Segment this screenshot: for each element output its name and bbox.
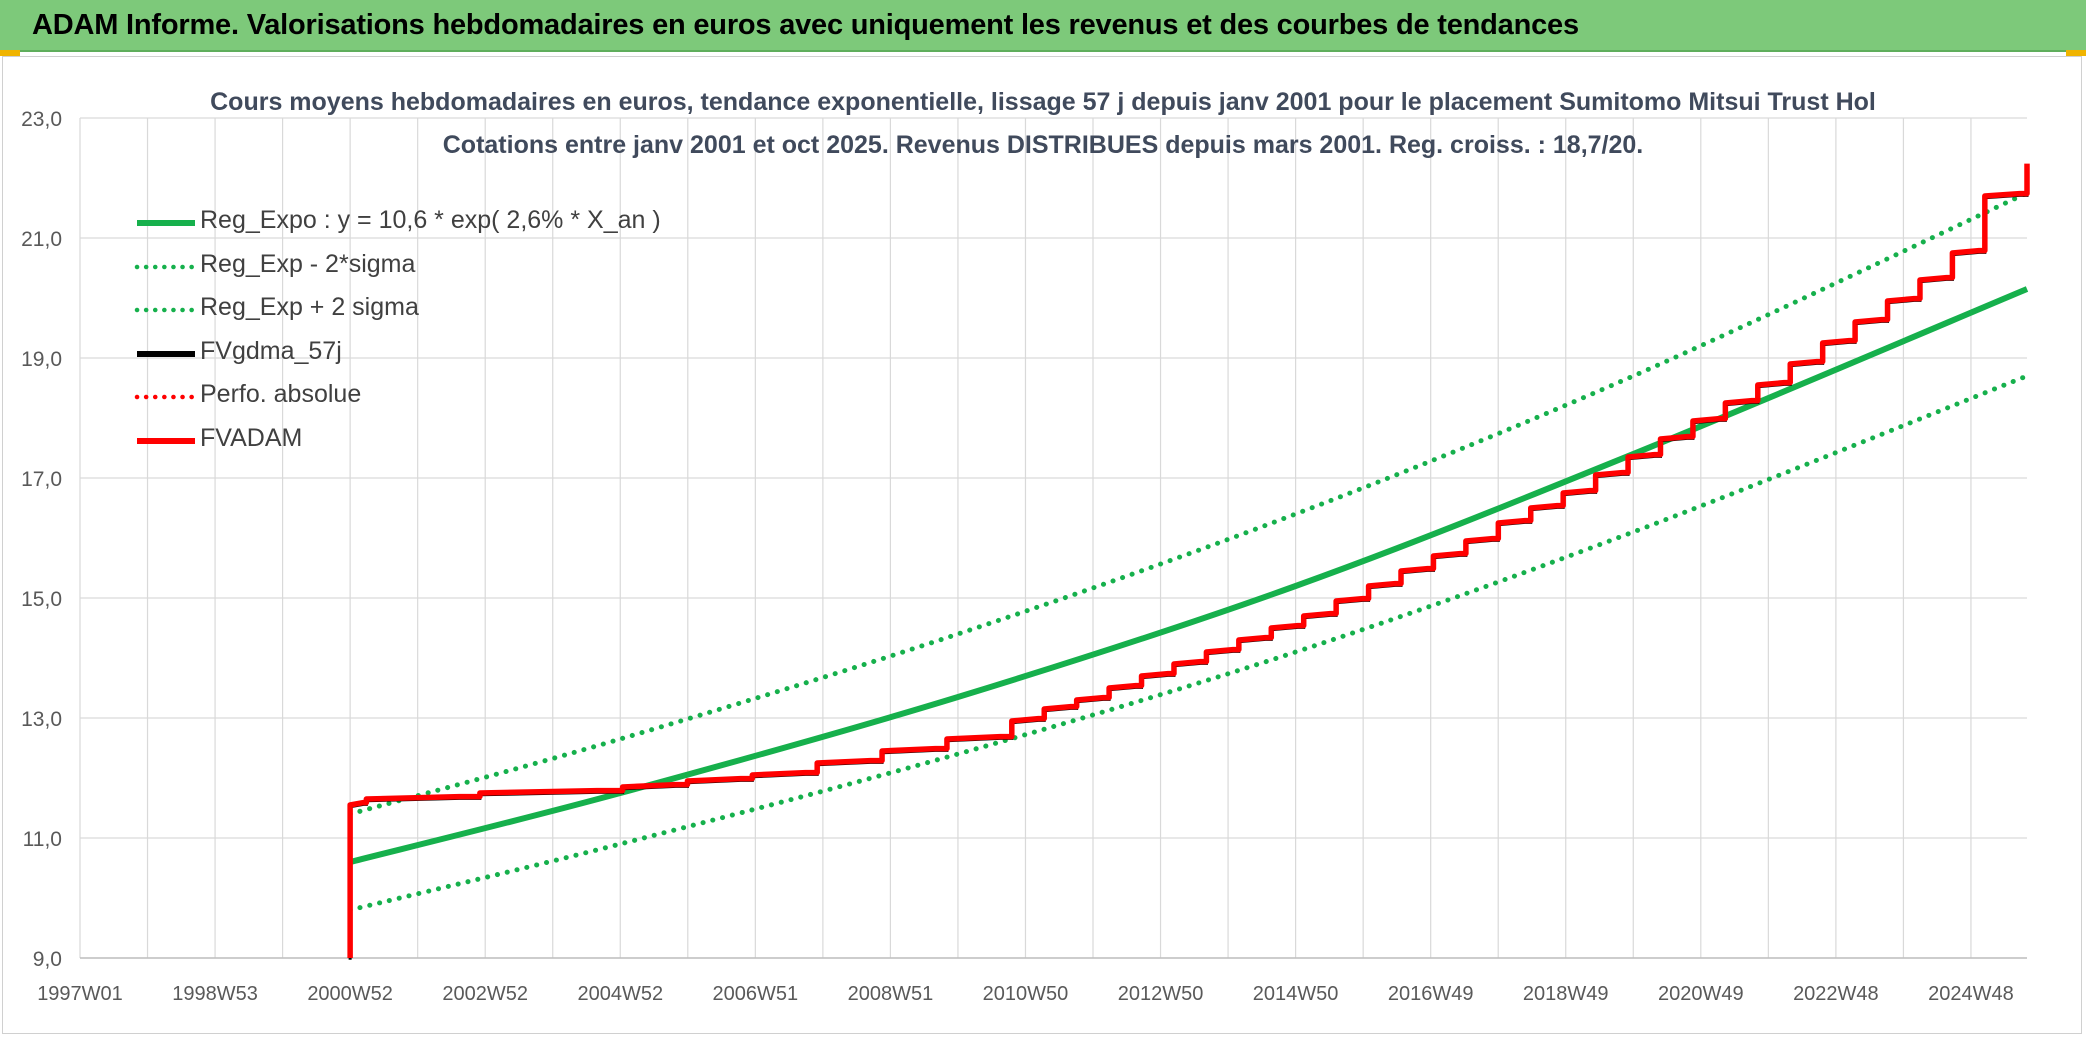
y-tick-label: 19,0 [21, 348, 62, 371]
legend-swatch [137, 437, 195, 444]
legend-label: Reg_Expo : y = 10,6 * exp( 2,6% * X_an ) [200, 206, 661, 234]
y-tick-label: 23,0 [21, 108, 62, 131]
x-tick-label: 2024W48 [1928, 983, 2014, 1005]
y-tick-label: 17,0 [21, 468, 62, 491]
chart-grid [79, 117, 2027, 959]
legend-label: Reg_Exp - 2*sigma [200, 249, 416, 278]
x-tick-label: 2014W50 [1253, 983, 1339, 1005]
legend-swatch [137, 350, 195, 357]
x-tick-label: 2012W50 [1118, 983, 1204, 1005]
x-tick-label: 2008W51 [848, 983, 934, 1005]
y-tick-label: 15,0 [21, 588, 62, 611]
report-banner: ADAM Informe. Valorisations hebdomadaire… [0, 0, 2086, 52]
legend-label: Reg_Exp + 2 sigma [200, 293, 419, 322]
legend-swatch [134, 307, 198, 313]
x-tick-label: 2006W51 [713, 983, 799, 1005]
x-tick-label: 2016W49 [1388, 983, 1474, 1005]
x-axis-ticks: 1997W01 1998W53 2000W52 2002W52 2004W52 2006W… [37, 983, 2014, 1005]
chart-frame [2, 56, 2082, 1034]
y-tick-label: 11,0 [23, 828, 62, 851]
corner-marker-left [0, 50, 20, 56]
x-tick-label: 2010W50 [983, 983, 1069, 1005]
legend-swatch [134, 395, 198, 400]
chart-title: Cours moyens hebdomadaires en euros, ten… [210, 88, 1876, 116]
x-tick-label: 2020W49 [1658, 983, 1744, 1005]
legend-label: Perfo. absolue [200, 380, 362, 409]
series-reg-exp-minus-2sigma [347, 373, 2030, 913]
chart-series [347, 163, 2030, 960]
series-reg-exp-plus-2sigma [347, 190, 2030, 817]
legend-label: FVgdma_57j [200, 336, 342, 365]
series-fvgdma-57j [348, 165, 2029, 960]
x-tick-label: 2000W52 [307, 983, 393, 1005]
x-tick-label: 1998W53 [172, 983, 258, 1005]
legend-label: FVADAM [200, 423, 303, 452]
x-tick-label: 2022W48 [1793, 983, 1879, 1005]
x-tick-label: 2002W52 [442, 983, 528, 1005]
legend-swatch [134, 264, 198, 269]
x-tick-label: 2018W49 [1523, 983, 1609, 1005]
y-tick-label: 13,0 [21, 708, 62, 731]
x-tick-label: 2004W52 [577, 983, 663, 1005]
series-fvadam [347, 163, 2030, 958]
y-axis-ticks: 9,0 11,0 13,0 15,0 17,0 19,0 21,0 23,0 [21, 108, 62, 971]
report-title: ADAM Informe. Valorisations hebdomadaire… [32, 9, 1579, 41]
y-tick-label: 21,0 [21, 228, 62, 251]
corner-marker-right [2066, 50, 2086, 56]
series-reg-expo [349, 286, 2029, 865]
legend-swatch [137, 220, 195, 226]
y-tick-label: 9,0 [33, 948, 62, 971]
chart-subtitle: Cotations entre janv 2001 et oct 2025. R… [442, 131, 1644, 159]
x-tick-label: 1997W01 [37, 983, 123, 1005]
